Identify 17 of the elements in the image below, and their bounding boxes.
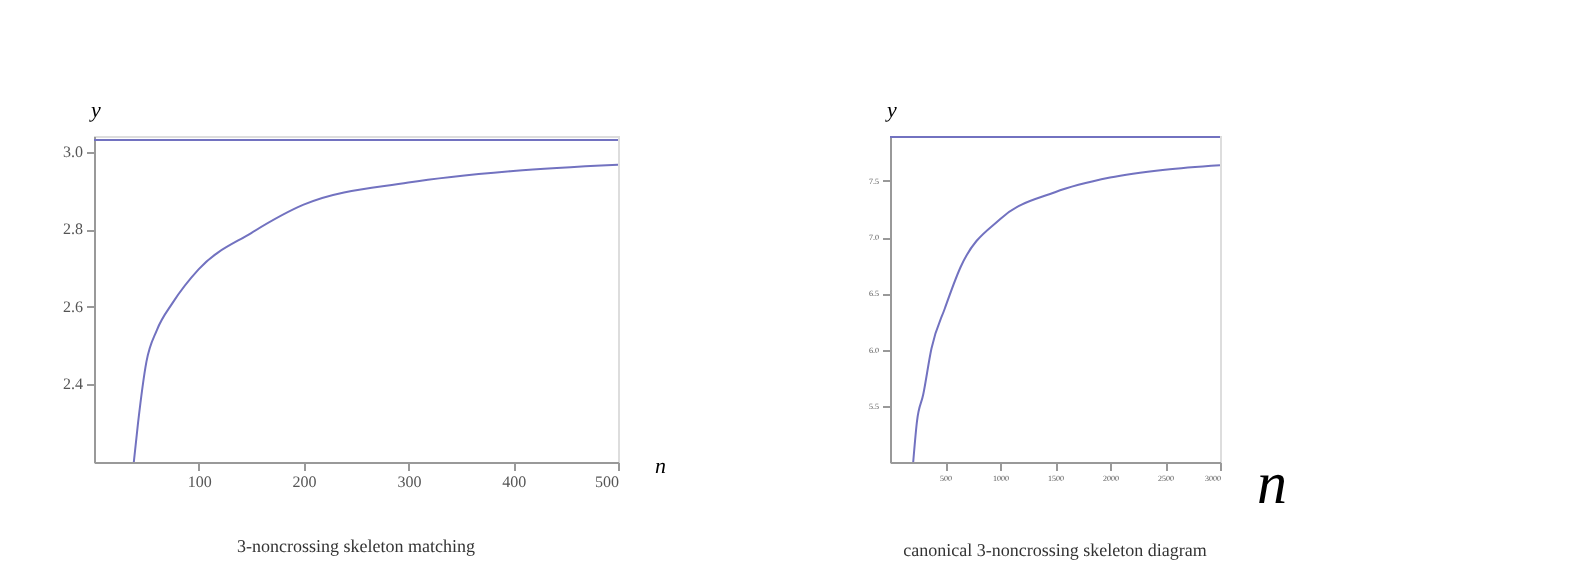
x-axis-title: n (1257, 451, 1287, 517)
x-tick-label: 300 (397, 473, 422, 491)
y-tick-label: 2.8 (63, 220, 83, 239)
y-axis-title: y (89, 99, 101, 123)
x-tick-label: 500 (595, 473, 619, 491)
x-axis-title: n (655, 455, 667, 479)
line-series (132, 163, 618, 462)
x-tick-label: 200 (292, 473, 317, 491)
y-tick-label: 2.6 (63, 297, 83, 316)
y-tick-label: 3.0 (63, 142, 83, 161)
x-tick-label: 400 (502, 473, 527, 491)
text: canonical 3-noncrossing skeleton diagram (903, 540, 1207, 560)
line-series (912, 164, 1220, 462)
y-axis-title: y (885, 99, 897, 123)
text: 3-noncrossing skeleton matching (237, 536, 476, 556)
x-tick-label: 100 (187, 473, 212, 491)
y-tick-label: 2.4 (63, 375, 83, 394)
